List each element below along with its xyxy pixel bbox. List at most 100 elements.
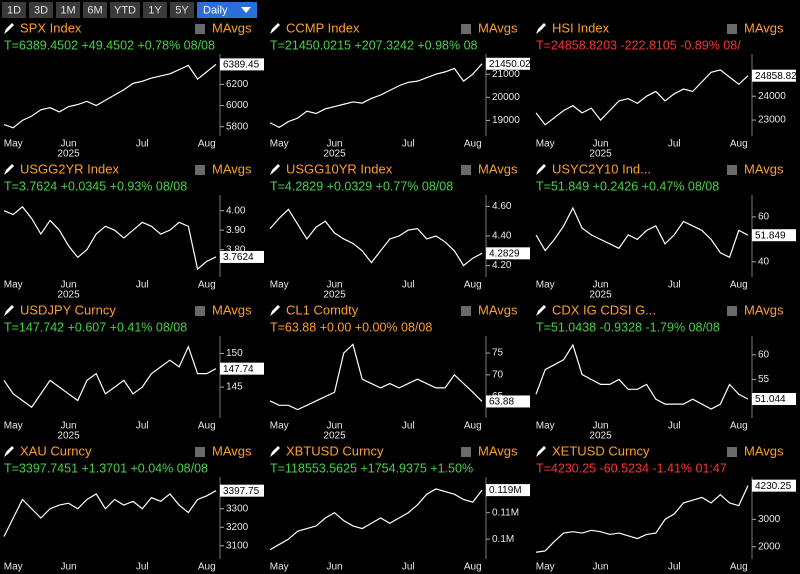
- price-line: [269, 63, 483, 129]
- study-toggle[interactable]: [461, 24, 471, 34]
- study-toggle[interactable]: [461, 306, 471, 316]
- x-tick-label: May: [4, 421, 23, 432]
- x-tick-label: Aug: [198, 280, 216, 291]
- x-tick-label: Jul: [402, 280, 415, 291]
- chart-panel: CDX IG CDSI G... MAvgs T=51.0438 -0.9328 -…: [535, 302, 796, 442]
- study-toggle[interactable]: [461, 165, 471, 175]
- button-bg: [29, 2, 53, 18]
- quote-line: T=21450.0215 +207.3242 +0.98% 08: [270, 38, 478, 52]
- dropdown-arrow: [241, 7, 251, 13]
- chart-panel: USYC2Y10 Ind... MAvgs T=51.849 +0.2426 +0.…: [535, 161, 796, 301]
- edit-icon: [4, 446, 14, 457]
- chart-title: XETUSD Curncy: [552, 443, 650, 458]
- last-value-label: 51.849: [755, 230, 786, 241]
- study-toggle[interactable]: [727, 306, 737, 316]
- last-value-box: [220, 484, 264, 497]
- price-line: [3, 490, 217, 537]
- range-button[interactable]: 1M: [56, 2, 80, 18]
- quote-line: T=147.742 +0.607 +0.41% 08/08: [4, 320, 187, 334]
- x-tick-label: Jun: [592, 421, 608, 432]
- range-button[interactable]: 1Y: [143, 2, 167, 18]
- x-tick-label: Aug: [198, 139, 216, 150]
- x-tick-label: May: [536, 280, 555, 291]
- x-year-label: 2025: [323, 149, 346, 160]
- x-tick-label: Jul: [136, 562, 149, 573]
- x-tick-label: Jun: [592, 562, 608, 573]
- x-tick-label: May: [270, 280, 289, 291]
- x-tick-label: Jul: [402, 421, 415, 432]
- x-tick-label: May: [4, 139, 23, 150]
- x-tick-label: May: [270, 562, 289, 573]
- last-value-box: [486, 395, 530, 408]
- x-year-label: 2025: [589, 290, 612, 301]
- last-value-box: [220, 250, 264, 263]
- button-label: 1M: [60, 4, 75, 16]
- study-label: MAvgs: [744, 443, 784, 458]
- price-line: [269, 343, 483, 411]
- range-button[interactable]: 1D: [2, 2, 26, 18]
- edit-icon: [536, 305, 546, 316]
- study-label: MAvgs: [744, 20, 784, 35]
- edit-icon: [4, 305, 14, 316]
- x-tick-label: Jul: [668, 562, 681, 573]
- x-tick-label: Jun: [60, 280, 76, 291]
- x-tick-label: May: [4, 280, 23, 291]
- edit-icon: [270, 305, 280, 316]
- x-year-label: 2025: [589, 431, 612, 442]
- study-toggle[interactable]: [195, 24, 205, 34]
- last-value-label: 6389.45: [223, 60, 260, 71]
- quote-line: T=63.88 +0.00 +0.00% 08/08: [270, 320, 432, 334]
- study-toggle[interactable]: [195, 306, 205, 316]
- study-toggle[interactable]: [727, 447, 737, 457]
- price-line: [535, 485, 749, 553]
- price-line: [3, 345, 217, 409]
- y-tick-label: 5800: [226, 121, 249, 132]
- x-tick-label: Aug: [730, 280, 748, 291]
- interval-dropdown[interactable]: Daily: [197, 2, 257, 18]
- y-tick-label: 40: [758, 256, 770, 267]
- chart-panel: USGG10YR Index MAvgs T=4.2829 +0.0329 +0.7…: [269, 161, 530, 301]
- quote-line: T=3397.7451 +1.3701 +0.04% 08/08: [4, 461, 208, 475]
- study-label: MAvgs: [478, 443, 518, 458]
- study-toggle[interactable]: [195, 165, 205, 175]
- quote-line: T=4.2829 +0.0329 +0.77% 08/08: [270, 179, 453, 193]
- study-toggle[interactable]: [461, 447, 471, 457]
- x-tick-label: Jun: [326, 139, 342, 150]
- chart-panel: USDJPY Curncy MAvgs T=147.742 +0.607 +0.41…: [3, 302, 264, 442]
- x-tick-label: Jul: [402, 562, 415, 573]
- x-tick-label: Aug: [730, 421, 748, 432]
- chart-title: XBTUSD Curncy: [286, 443, 384, 458]
- x-tick-label: Jul: [136, 421, 149, 432]
- study-toggle[interactable]: [727, 24, 737, 34]
- quote-line: T=118553.5625 +1754.9375 +1.50%: [270, 461, 473, 475]
- x-tick-label: May: [536, 421, 555, 432]
- range-button[interactable]: YTD: [110, 2, 140, 18]
- price-line: [3, 205, 217, 271]
- y-tick-label: 3300: [226, 503, 249, 514]
- chart-title: XAU Curncy: [20, 443, 92, 458]
- button-label: YTD: [114, 4, 136, 16]
- quote-line: T=3.7624 +0.0345 +0.93% 08/08: [4, 179, 187, 193]
- last-value-label: 147.74: [223, 364, 254, 375]
- last-value-label: 4230.25: [755, 481, 792, 492]
- study-label: MAvgs: [212, 20, 252, 35]
- y-tick-label: 6000: [226, 100, 249, 111]
- range-button[interactable]: 6M: [83, 2, 107, 18]
- x-tick-label: Jun: [326, 562, 342, 573]
- study-label: MAvgs: [478, 20, 518, 35]
- x-tick-label: Aug: [464, 139, 482, 150]
- y-tick-label: 24000: [758, 91, 786, 102]
- range-button[interactable]: 5Y: [170, 2, 194, 18]
- price-line: [535, 69, 749, 126]
- study-toggle[interactable]: [195, 447, 205, 457]
- edit-icon: [536, 23, 546, 34]
- price-line: [535, 206, 749, 259]
- range-button[interactable]: 3D: [29, 2, 53, 18]
- study-toggle[interactable]: [727, 165, 737, 175]
- y-tick-label: 150: [226, 348, 243, 359]
- button-bg: [2, 2, 26, 18]
- edit-icon: [270, 164, 280, 175]
- button-label: 1D: [7, 4, 21, 16]
- last-value-box: [220, 58, 264, 71]
- x-tick-label: May: [270, 421, 289, 432]
